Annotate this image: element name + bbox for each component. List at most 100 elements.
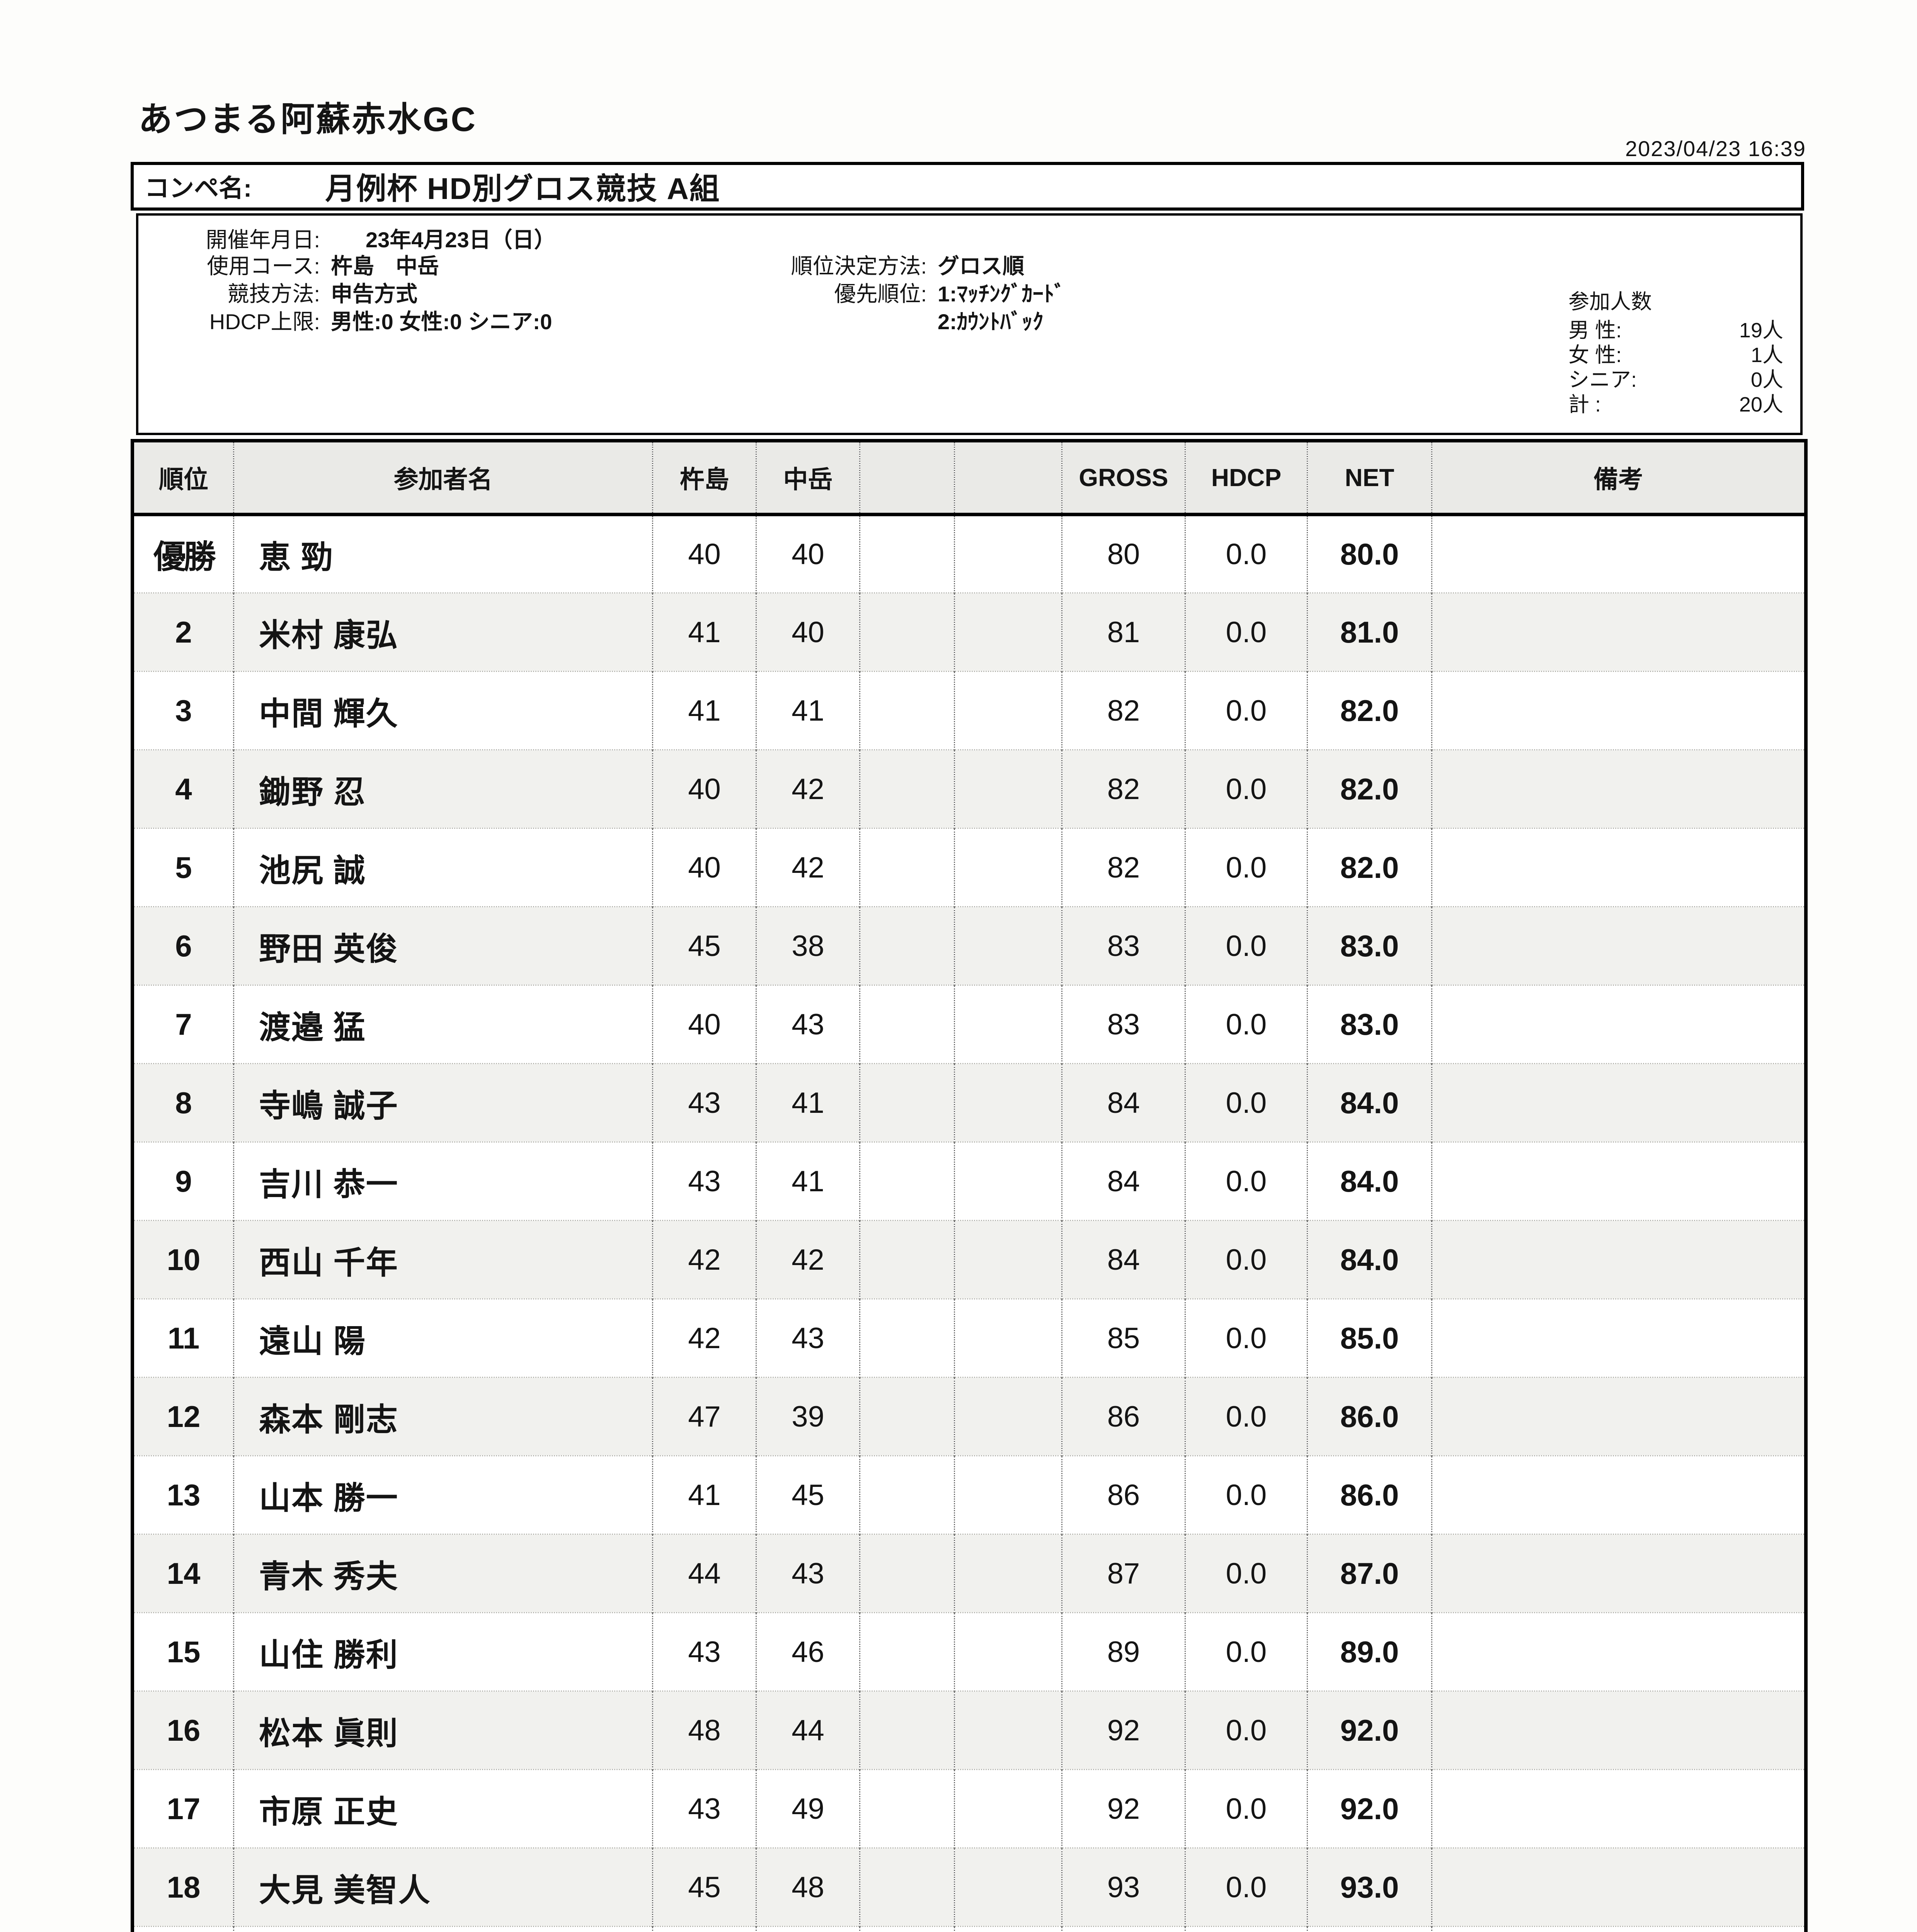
notes-cell bbox=[1431, 1377, 1806, 1456]
net-cell: 80.0 bbox=[1307, 514, 1432, 593]
rank-cell: 2 bbox=[132, 592, 234, 672]
rank-cell: 7 bbox=[132, 985, 234, 1064]
unused-score-cell-2 bbox=[954, 1690, 1062, 1770]
notes-cell bbox=[1431, 1847, 1806, 1927]
course2-score-cell: 49 bbox=[756, 1926, 860, 1932]
course2-score-cell: 42 bbox=[756, 749, 860, 828]
net-cell: 92.0 bbox=[1307, 1769, 1432, 1848]
rank-cell: 14 bbox=[132, 1534, 234, 1613]
unused-score-cell-2 bbox=[954, 985, 1062, 1064]
gross-cell: 81 bbox=[1061, 592, 1185, 672]
ranking-method-label: 順位決定方法: bbox=[791, 254, 927, 278]
result-row: 10 西山 千年 42 42 84 0.0 84.0 bbox=[132, 1220, 1806, 1299]
notes-cell bbox=[1431, 828, 1806, 907]
unused-score-cell-1 bbox=[859, 592, 955, 672]
notes-cell bbox=[1431, 906, 1806, 985]
result-row: 13 山本 勝一 41 45 86 0.0 86.0 bbox=[132, 1455, 1806, 1534]
unused-score-cell-2 bbox=[954, 1220, 1062, 1299]
course2-score-cell: 41 bbox=[756, 1063, 860, 1142]
notes-cell bbox=[1431, 514, 1806, 593]
net-cell: 82.0 bbox=[1307, 671, 1432, 750]
hdcp-cell: 0.0 bbox=[1185, 1534, 1308, 1613]
player-name-cell: 青木 秀夫 bbox=[233, 1534, 653, 1613]
rank-cell: 8 bbox=[132, 1063, 234, 1142]
participant-count-row: シニア: 0人 bbox=[1568, 367, 1783, 392]
hdcp-cell: 0.0 bbox=[1185, 1847, 1308, 1927]
unused-score-cell-2 bbox=[954, 828, 1062, 907]
unused-score-cell-1 bbox=[859, 906, 955, 985]
result-row: 2 米村 康弘 41 40 81 0.0 81.0 bbox=[132, 592, 1806, 672]
col-header-gross: GROSS bbox=[1061, 440, 1185, 516]
unused-score-cell-1 bbox=[859, 1847, 955, 1927]
net-cell: 84.0 bbox=[1307, 1220, 1432, 1299]
unused-score-cell-1 bbox=[859, 1141, 955, 1221]
player-name-cell: 野田 英俊 bbox=[233, 906, 653, 985]
col-header-net: NET bbox=[1307, 440, 1432, 516]
info-row-hdcp-limit: HDCP上限: 男性:0 女性:0 シニア:0 bbox=[158, 304, 552, 336]
unused-score-cell-2 bbox=[954, 514, 1062, 593]
hdcp-cell: 0.0 bbox=[1185, 749, 1308, 828]
unused-score-cell-1 bbox=[859, 1612, 955, 1691]
participant-category-label: シニア: bbox=[1568, 368, 1637, 391]
hdcp-cell: 0.0 bbox=[1185, 985, 1308, 1064]
player-name-cell: 遠山 陽 bbox=[233, 1298, 653, 1378]
col-header-course2: 中岳 bbox=[756, 440, 860, 516]
result-row: 8 寺嶋 誠子 43 41 84 0.0 84.0 bbox=[132, 1063, 1806, 1142]
participant-count-block: 参加人数 男 性: 19人 女 性: 1人 シニア: 0人 bbox=[1568, 284, 1783, 417]
gross-cell: 84 bbox=[1061, 1141, 1185, 1221]
course2-score-cell: 46 bbox=[756, 1612, 860, 1691]
gross-cell: 82 bbox=[1061, 828, 1185, 907]
hdcp-cell: 0.0 bbox=[1185, 1769, 1308, 1848]
info-row-priority-1: 優先順位: 1:ﾏｯﾁﾝｸﾞｶｰﾄﾞ bbox=[726, 277, 1065, 308]
course2-score-cell: 43 bbox=[756, 1534, 860, 1613]
info-row-method: 競技方法: 申告方式 bbox=[158, 277, 417, 308]
course1-score-cell: 43 bbox=[652, 1141, 756, 1221]
net-cell: 83.0 bbox=[1307, 985, 1432, 1064]
course2-score-cell: 43 bbox=[756, 985, 860, 1064]
net-cell: 85.0 bbox=[1307, 1298, 1432, 1378]
course1-score-cell: 45 bbox=[652, 906, 756, 985]
gross-cell: 83 bbox=[1061, 906, 1185, 985]
hdcp-cell: 0.0 bbox=[1185, 1141, 1308, 1221]
rank-cell: 9 bbox=[132, 1141, 234, 1221]
unused-score-cell-1 bbox=[859, 671, 955, 750]
net-cell: 92.0 bbox=[1307, 1690, 1432, 1770]
course2-score-cell: 44 bbox=[756, 1690, 860, 1770]
course1-score-cell: 40 bbox=[652, 749, 756, 828]
course2-score-cell: 42 bbox=[756, 1220, 860, 1299]
course1-score-cell: 42 bbox=[652, 1220, 756, 1299]
net-cell: 83.0 bbox=[1307, 906, 1432, 985]
notes-cell bbox=[1431, 671, 1806, 750]
course2-score-cell: 49 bbox=[756, 1769, 860, 1848]
player-name-cell: 鋤野 忍 bbox=[233, 749, 653, 828]
result-row: 12 森本 剛志 47 39 86 0.0 86.0 bbox=[132, 1377, 1806, 1456]
net-cell: 86.0 bbox=[1307, 1455, 1432, 1534]
course1-score-cell: 43 bbox=[652, 1063, 756, 1142]
net-cell: 89.0 bbox=[1307, 1612, 1432, 1691]
course1-score-cell: 45 bbox=[652, 1847, 756, 1927]
hdcp-cell: 0.0 bbox=[1185, 1377, 1308, 1456]
player-name-cell: 渡邉 猛 bbox=[233, 985, 653, 1064]
priority-value-2: 2:ｶｳﾝﾄﾊﾞｯｸ bbox=[938, 310, 1044, 334]
net-cell: 82.0 bbox=[1307, 828, 1432, 907]
gross-cell: 87 bbox=[1061, 1534, 1185, 1613]
unused-score-cell-1 bbox=[859, 749, 955, 828]
result-row: 16 松本 眞則 48 44 92 0.0 92.0 bbox=[132, 1690, 1806, 1770]
hdcp-cell: 0.0 bbox=[1185, 1612, 1308, 1691]
result-row: 17 市原 正史 43 49 92 0.0 92.0 bbox=[132, 1769, 1806, 1848]
result-row: 4 鋤野 忍 40 42 82 0.0 82.0 bbox=[132, 749, 1806, 828]
unused-score-cell-1 bbox=[859, 1377, 955, 1456]
course1-score-cell: 41 bbox=[652, 671, 756, 750]
notes-cell bbox=[1431, 749, 1806, 828]
col-header-unused1 bbox=[859, 440, 955, 516]
gross-cell: 86 bbox=[1061, 1455, 1185, 1534]
course2-score-cell: 41 bbox=[756, 671, 860, 750]
hdcp-cell: 0.0 bbox=[1185, 671, 1308, 750]
rank-cell: 3 bbox=[132, 671, 234, 750]
unused-score-cell-2 bbox=[954, 1141, 1062, 1221]
gross-cell: 86 bbox=[1061, 1377, 1185, 1456]
notes-cell bbox=[1431, 1690, 1806, 1770]
col-header-notes: 備考 bbox=[1431, 440, 1806, 516]
unused-score-cell-1 bbox=[859, 1926, 955, 1932]
course2-score-cell: 38 bbox=[756, 906, 860, 985]
